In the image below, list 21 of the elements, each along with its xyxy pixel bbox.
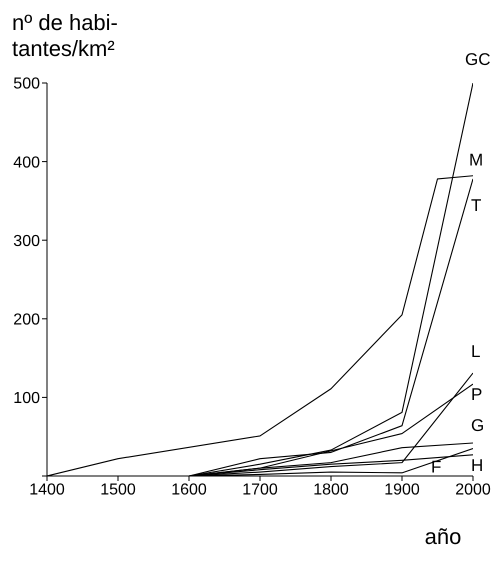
- series-label: G: [471, 416, 484, 435]
- x-tick-label: 1600: [171, 481, 207, 498]
- x-tick-label: 1800: [313, 481, 349, 498]
- series-label: L: [471, 342, 480, 362]
- x-tick-label: 1700: [242, 481, 278, 498]
- x-tick-label: 2000: [455, 481, 491, 498]
- x-tick-label: 1400: [29, 481, 65, 498]
- series-label: P: [471, 385, 482, 404]
- y-tick-label: 200: [13, 311, 40, 328]
- y-tick-label: 300: [13, 232, 40, 250]
- y-tick-label: 400: [13, 154, 40, 172]
- y-tick-label: 100: [13, 390, 40, 408]
- series-label: GC: [465, 50, 490, 69]
- series-label: T: [471, 196, 482, 215]
- x-tick-label: 1500: [100, 481, 136, 498]
- series-label: H: [471, 456, 484, 475]
- x-tick-label: 1900: [384, 481, 420, 498]
- series-label: M: [469, 150, 484, 170]
- y-axis-title: nº de habi- tantes/km²: [12, 10, 118, 61]
- y-tick-label: 500: [13, 76, 40, 93]
- x-axis-title: año: [424, 524, 462, 549]
